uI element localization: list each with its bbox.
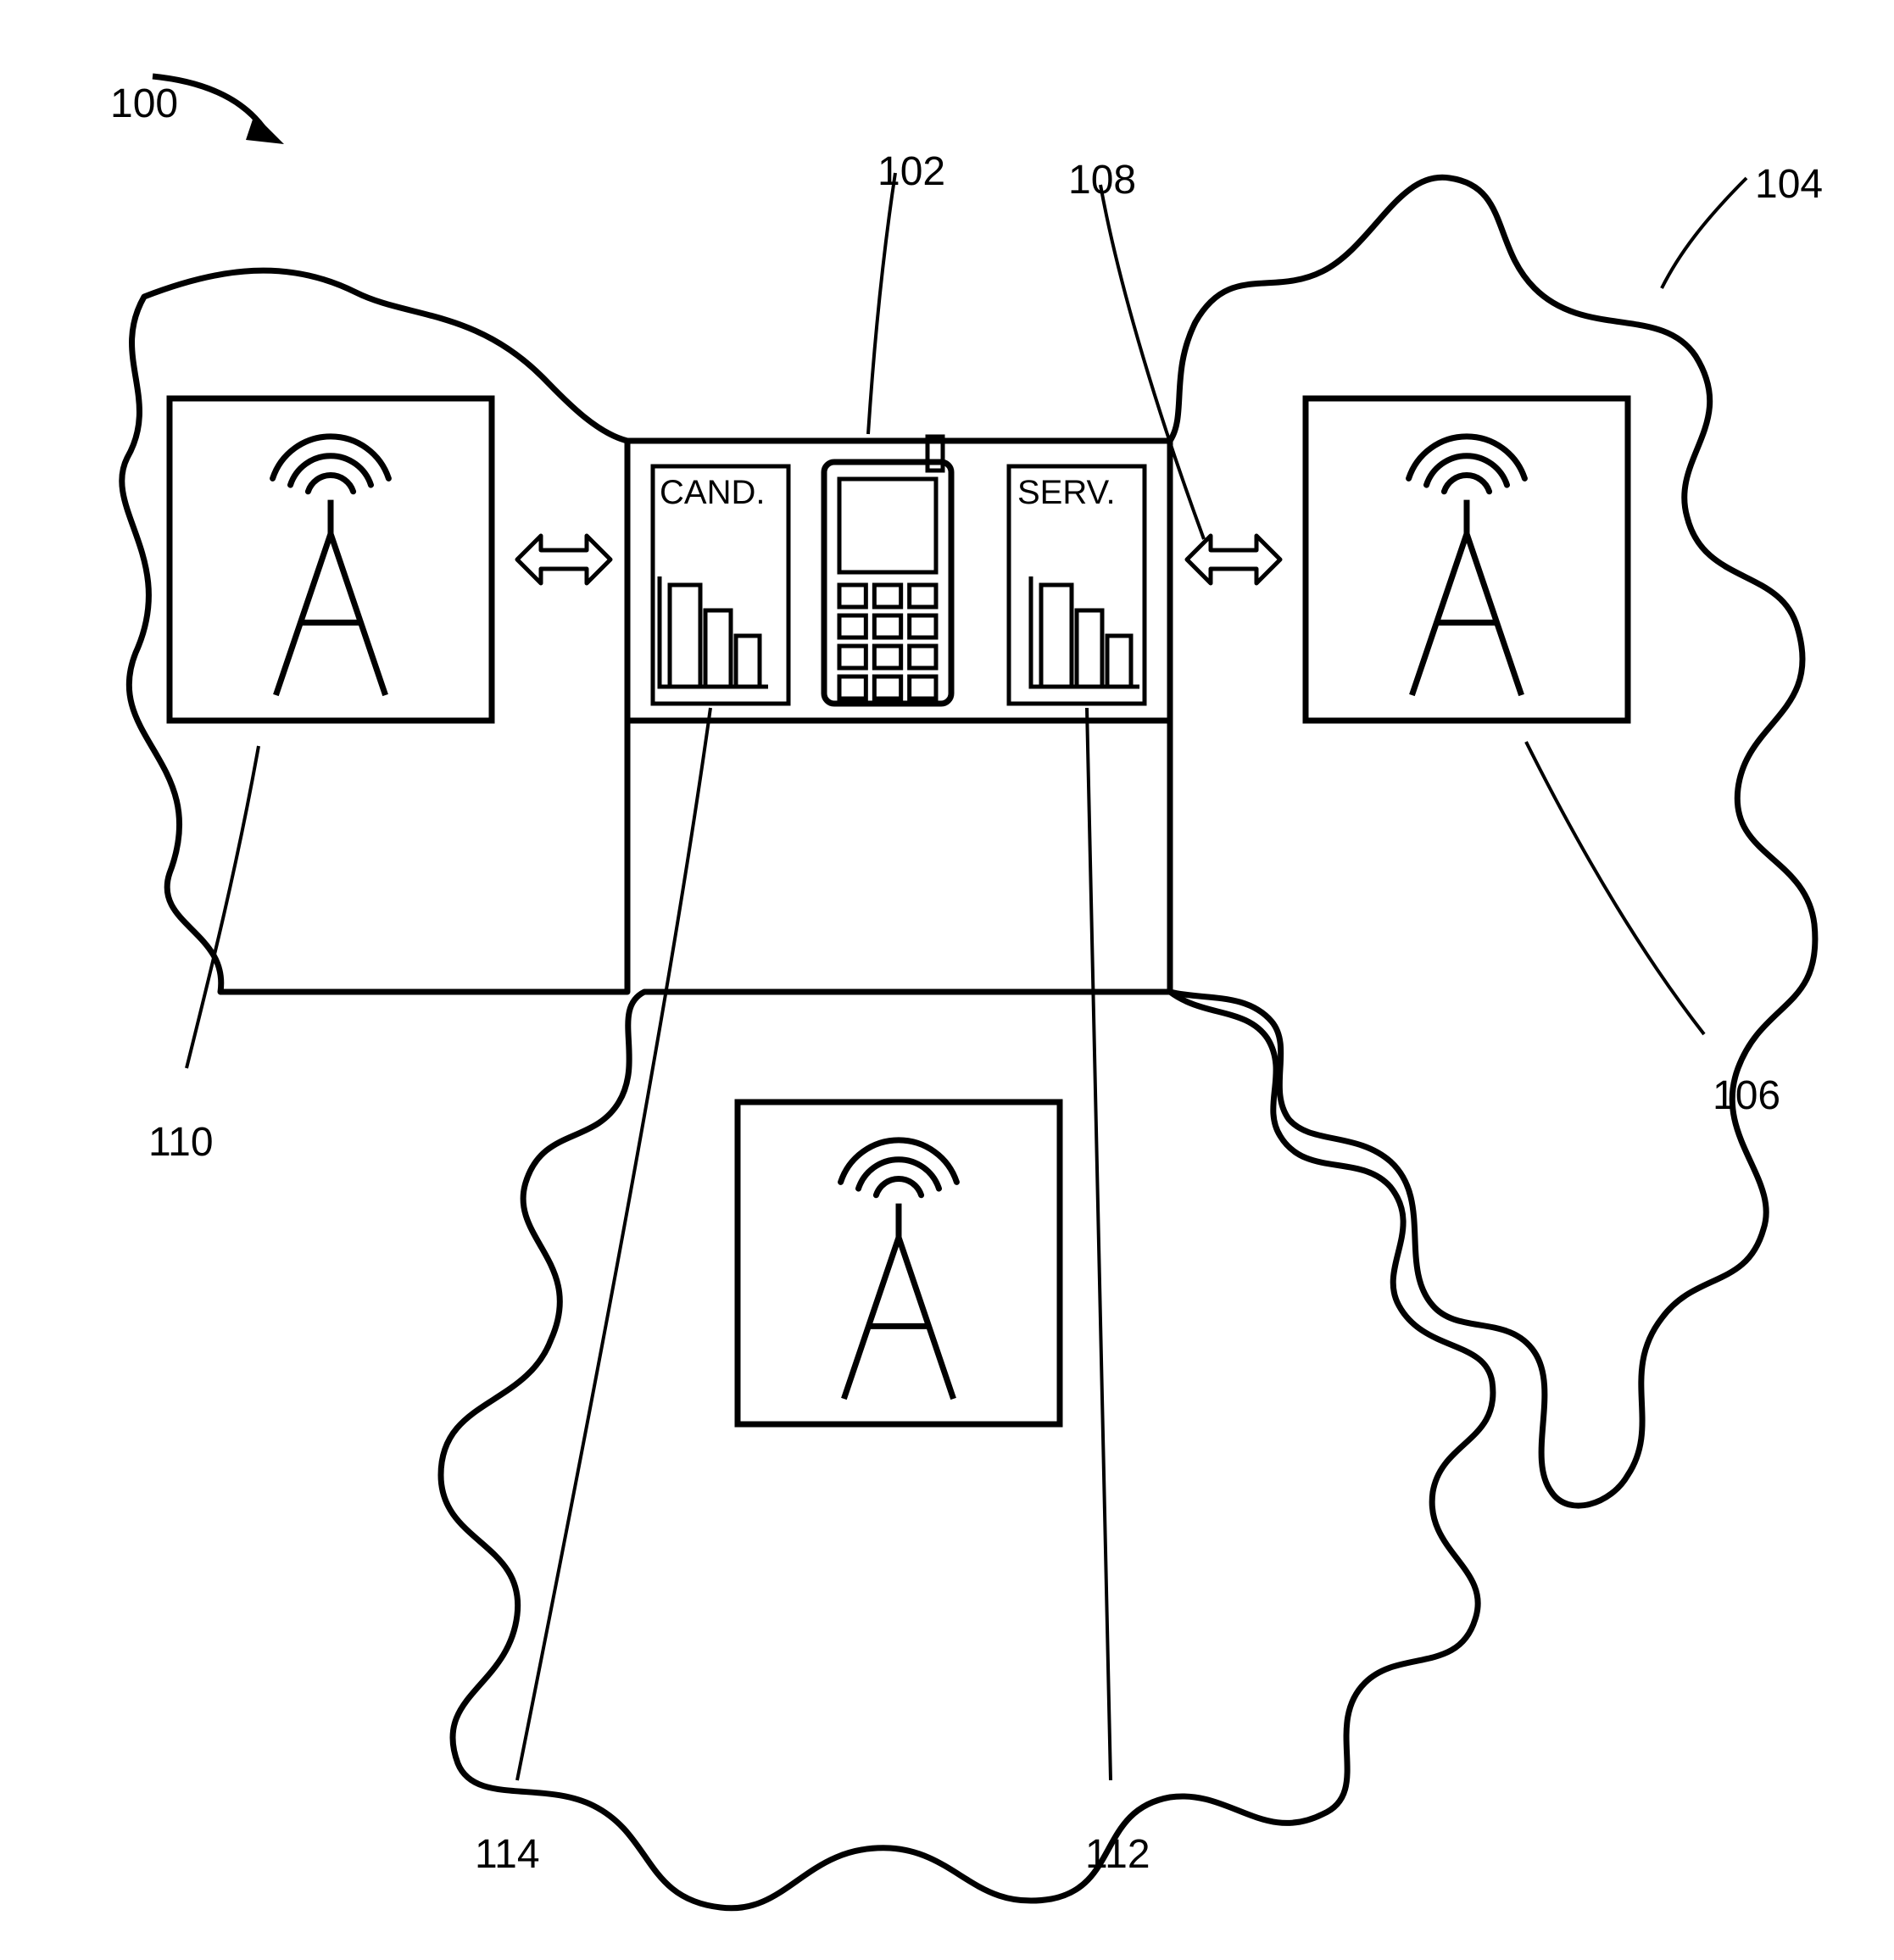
ref-label-114: 114 [475,1831,540,1878]
tower-right-tower-legs [1412,534,1521,695]
cand-label: CAND. [660,474,765,511]
leader-102 [868,173,895,434]
leader-114 [517,708,710,1780]
tower-bottom-tower-legs [844,1238,953,1399]
leader-110 [187,746,259,1068]
diagram-svg: CAND. SERV. [0,0,1894,1960]
fig-number-arrow-head [246,114,284,144]
cell-blob-bottom [441,992,1493,1908]
tower-right [1306,398,1628,721]
ref-label-104: 104 [1755,161,1823,208]
ref-label-100: 100 [110,81,178,127]
leader-106 [1526,742,1704,1034]
tower-right-box [1306,398,1628,721]
tower-bottom [738,1102,1060,1424]
tower-left-wave-0 [308,476,353,492]
serv-label: SERV. [1017,474,1116,511]
leader-112 [1087,708,1111,1780]
tower-bottom-wave-0 [876,1179,921,1195]
tower-bottom-box [738,1102,1060,1424]
tower-left-box [170,398,492,721]
link-arrow-left [517,536,610,583]
cell-blob-right [1170,177,1815,1506]
cell-blob-left [122,270,627,992]
tower-left-tower-legs [276,534,385,695]
tower-right-wave-0 [1444,476,1489,492]
tower-right-wave-1 [1427,456,1507,485]
leader-104 [1662,178,1746,288]
tower-bottom-wave-1 [859,1160,939,1189]
ref-label-110: 110 [148,1119,214,1166]
link-arrow-right [1187,536,1280,583]
ref-label-106: 106 [1713,1072,1780,1119]
ref-label-112: 112 [1085,1831,1150,1878]
tower-left [170,398,492,721]
ref-label-108: 108 [1068,157,1136,203]
tower-left-wave-1 [291,456,371,485]
ref-label-102: 102 [877,148,945,195]
